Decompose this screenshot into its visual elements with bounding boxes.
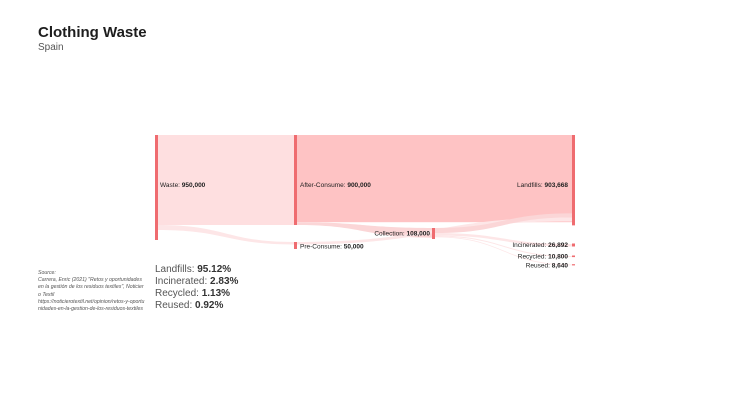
summary-incinerated: Incinerated: 2.83% <box>155 276 239 287</box>
label-collection: Collection: 108,000 <box>374 230 430 237</box>
summary-reused: Reused: 0.92% <box>155 300 224 311</box>
link-waste-pre <box>158 225 294 245</box>
link-after-landfills <box>294 135 572 223</box>
node-collection <box>432 228 435 239</box>
node-landfills <box>572 135 575 226</box>
label-incinerated: Incinerated: 26,892 <box>512 242 568 249</box>
link-collection-recycled <box>435 235 572 257</box>
link-collection-reused <box>435 236 572 266</box>
source-citation: Carrera, Enric (2021) "Retos y oportunid… <box>38 277 144 298</box>
label-recycled: Recycled: 10,800 <box>518 253 569 260</box>
summary-recycled: Recycled: 1.13% <box>155 288 231 299</box>
link-after-collection <box>297 222 432 238</box>
label-waste: Waste: 950,000 <box>160 182 206 189</box>
label-reused: Reused: 8,640 <box>526 262 569 269</box>
percentage-summary: Landfills: 95.12% Incinerated: 2.83% Rec… <box>155 264 238 312</box>
chart-title: Clothing Waste <box>38 24 147 41</box>
label-after-consume: After-Consume: 900,000 <box>300 182 371 189</box>
node-incinerated <box>572 243 575 247</box>
label-pre-consume: Pre-Consume: 50,000 <box>300 243 364 250</box>
source-note: Source: Carrera, Enric (2021) "Retos y o… <box>38 270 146 313</box>
summary-landfills: Landfills: 95.12% <box>155 264 232 275</box>
link-collection-landfills <box>435 213 572 233</box>
node-after-consume <box>294 135 297 225</box>
link-collection-incinerated <box>435 233 572 247</box>
node-waste <box>155 135 158 240</box>
node-recycled <box>572 255 575 258</box>
chart-subtitle: Spain <box>38 42 64 53</box>
node-pre-consume <box>294 242 297 249</box>
source-heading: Source: <box>38 270 56 276</box>
node-reused <box>572 264 575 266</box>
label-landfills: Landfills: 903,668 <box>517 182 568 189</box>
source-url: https://noticierotextil.net/opinion/reto… <box>38 298 145 313</box>
link-waste-after <box>155 135 294 225</box>
